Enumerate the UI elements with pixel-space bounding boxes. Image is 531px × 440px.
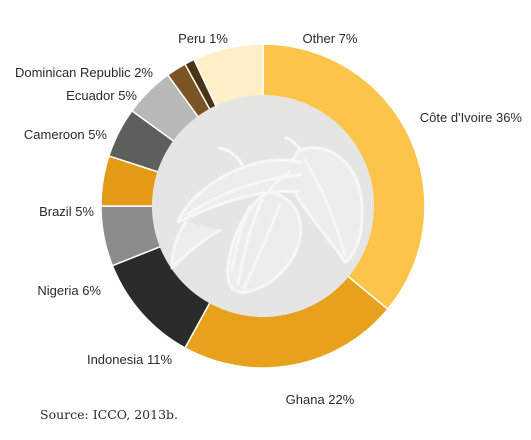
cocoa-pod-watermark-icon: [170, 136, 364, 294]
slice-label-nigeria: Nigeria 6%: [37, 283, 101, 298]
slice-label-ghana: Ghana 22%: [286, 392, 355, 407]
source-note: Source: ICCO, 2013b.: [40, 407, 179, 422]
slice-label-indonesia: Indonesia 11%: [87, 352, 172, 367]
slice-label-c-te-d-ivoire: Côte d'Ivoire 36%: [420, 110, 523, 125]
slices-layer: [100, 43, 426, 369]
labels-layer: Côte d'Ivoire 36% Ghana 22% Indonesia 11% N…: [15, 31, 522, 407]
slice-label-other: Other 7%: [303, 31, 358, 46]
slice-label-peru: Peru 1%: [178, 31, 228, 46]
slice-label-dominican-republic: Dominican Republic 2%: [15, 65, 153, 80]
slice-label-brazil: Brazil 5%: [39, 204, 94, 219]
slice-label-cameroon: Cameroon 5%: [24, 127, 108, 142]
slice-label-ecuador: Ecuador 5%: [66, 88, 137, 103]
